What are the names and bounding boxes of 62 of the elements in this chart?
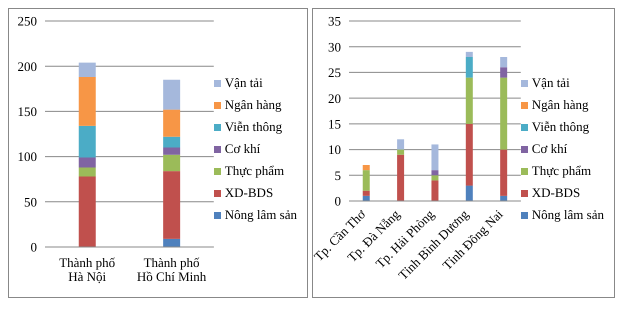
y-tick-label: 0 (30, 240, 37, 255)
bar (397, 154, 404, 201)
bar (78, 77, 96, 126)
bar (78, 126, 96, 158)
bar (163, 148, 180, 155)
legend-label: Vận tải (224, 75, 263, 91)
y-tick-label: 5 (334, 168, 341, 183)
bar (362, 190, 370, 196)
bar (466, 57, 473, 78)
legend-label: Ngân hàng (224, 97, 282, 113)
legend-label: Cơ khí (224, 141, 260, 157)
legend-label: Cơ khí (532, 141, 568, 157)
legend-label: Ngân hàng (532, 97, 588, 113)
legend-label: Nông lâm sản (532, 207, 604, 223)
bar (163, 171, 180, 239)
bar (466, 78, 473, 124)
bar (163, 136, 180, 148)
legend-label: Thực phẩm (224, 163, 284, 179)
y-tick-label: 50 (24, 194, 37, 210)
bar (431, 180, 438, 201)
y-tick-label: 35 (328, 14, 341, 29)
bar (362, 170, 370, 191)
bar (466, 186, 473, 201)
y-tick-label: 15 (328, 116, 341, 132)
bar (500, 78, 508, 150)
bar (466, 124, 473, 186)
y-tick-label: 150 (18, 104, 37, 120)
bar (78, 158, 96, 168)
y-tick-label: 200 (18, 58, 37, 74)
legend-label: XD-BDS (224, 185, 274, 201)
bar (431, 170, 438, 176)
bar (397, 150, 404, 155)
bar (78, 62, 96, 78)
x-tick-label: Thành phố Hồ Chí Minh (136, 255, 207, 284)
bar (500, 67, 508, 78)
y-tick-label: 100 (18, 149, 37, 164)
bar (163, 238, 180, 247)
legend-label: Viễn thông (532, 119, 590, 135)
bar (78, 176, 96, 247)
legend-label: Viễn thông (224, 119, 282, 135)
y-tick-label: 25 (328, 65, 341, 80)
y-tick-label: 0 (334, 194, 341, 209)
y-tick-label: 20 (328, 90, 341, 106)
y-tick-label: 30 (328, 39, 341, 54)
y-tick-label: 250 (18, 14, 37, 29)
y-tick-label: 10 (328, 142, 341, 158)
bar (78, 167, 96, 176)
bar (500, 150, 508, 196)
bar (397, 139, 404, 150)
bar (163, 80, 180, 110)
x-tick-label: Thành phố Hà Nội (59, 255, 116, 284)
legend-label: Thực phẩm (532, 163, 592, 179)
bar (163, 110, 180, 137)
bar (431, 175, 438, 180)
legend-label: XD-BDS (532, 185, 580, 201)
legend-label: Nông lâm sản (224, 207, 297, 223)
legend-label: Vận tải (532, 75, 570, 91)
bar (466, 52, 473, 57)
bar (431, 144, 438, 170)
bar (163, 154, 180, 172)
bar (500, 57, 508, 68)
bar (362, 165, 370, 170)
